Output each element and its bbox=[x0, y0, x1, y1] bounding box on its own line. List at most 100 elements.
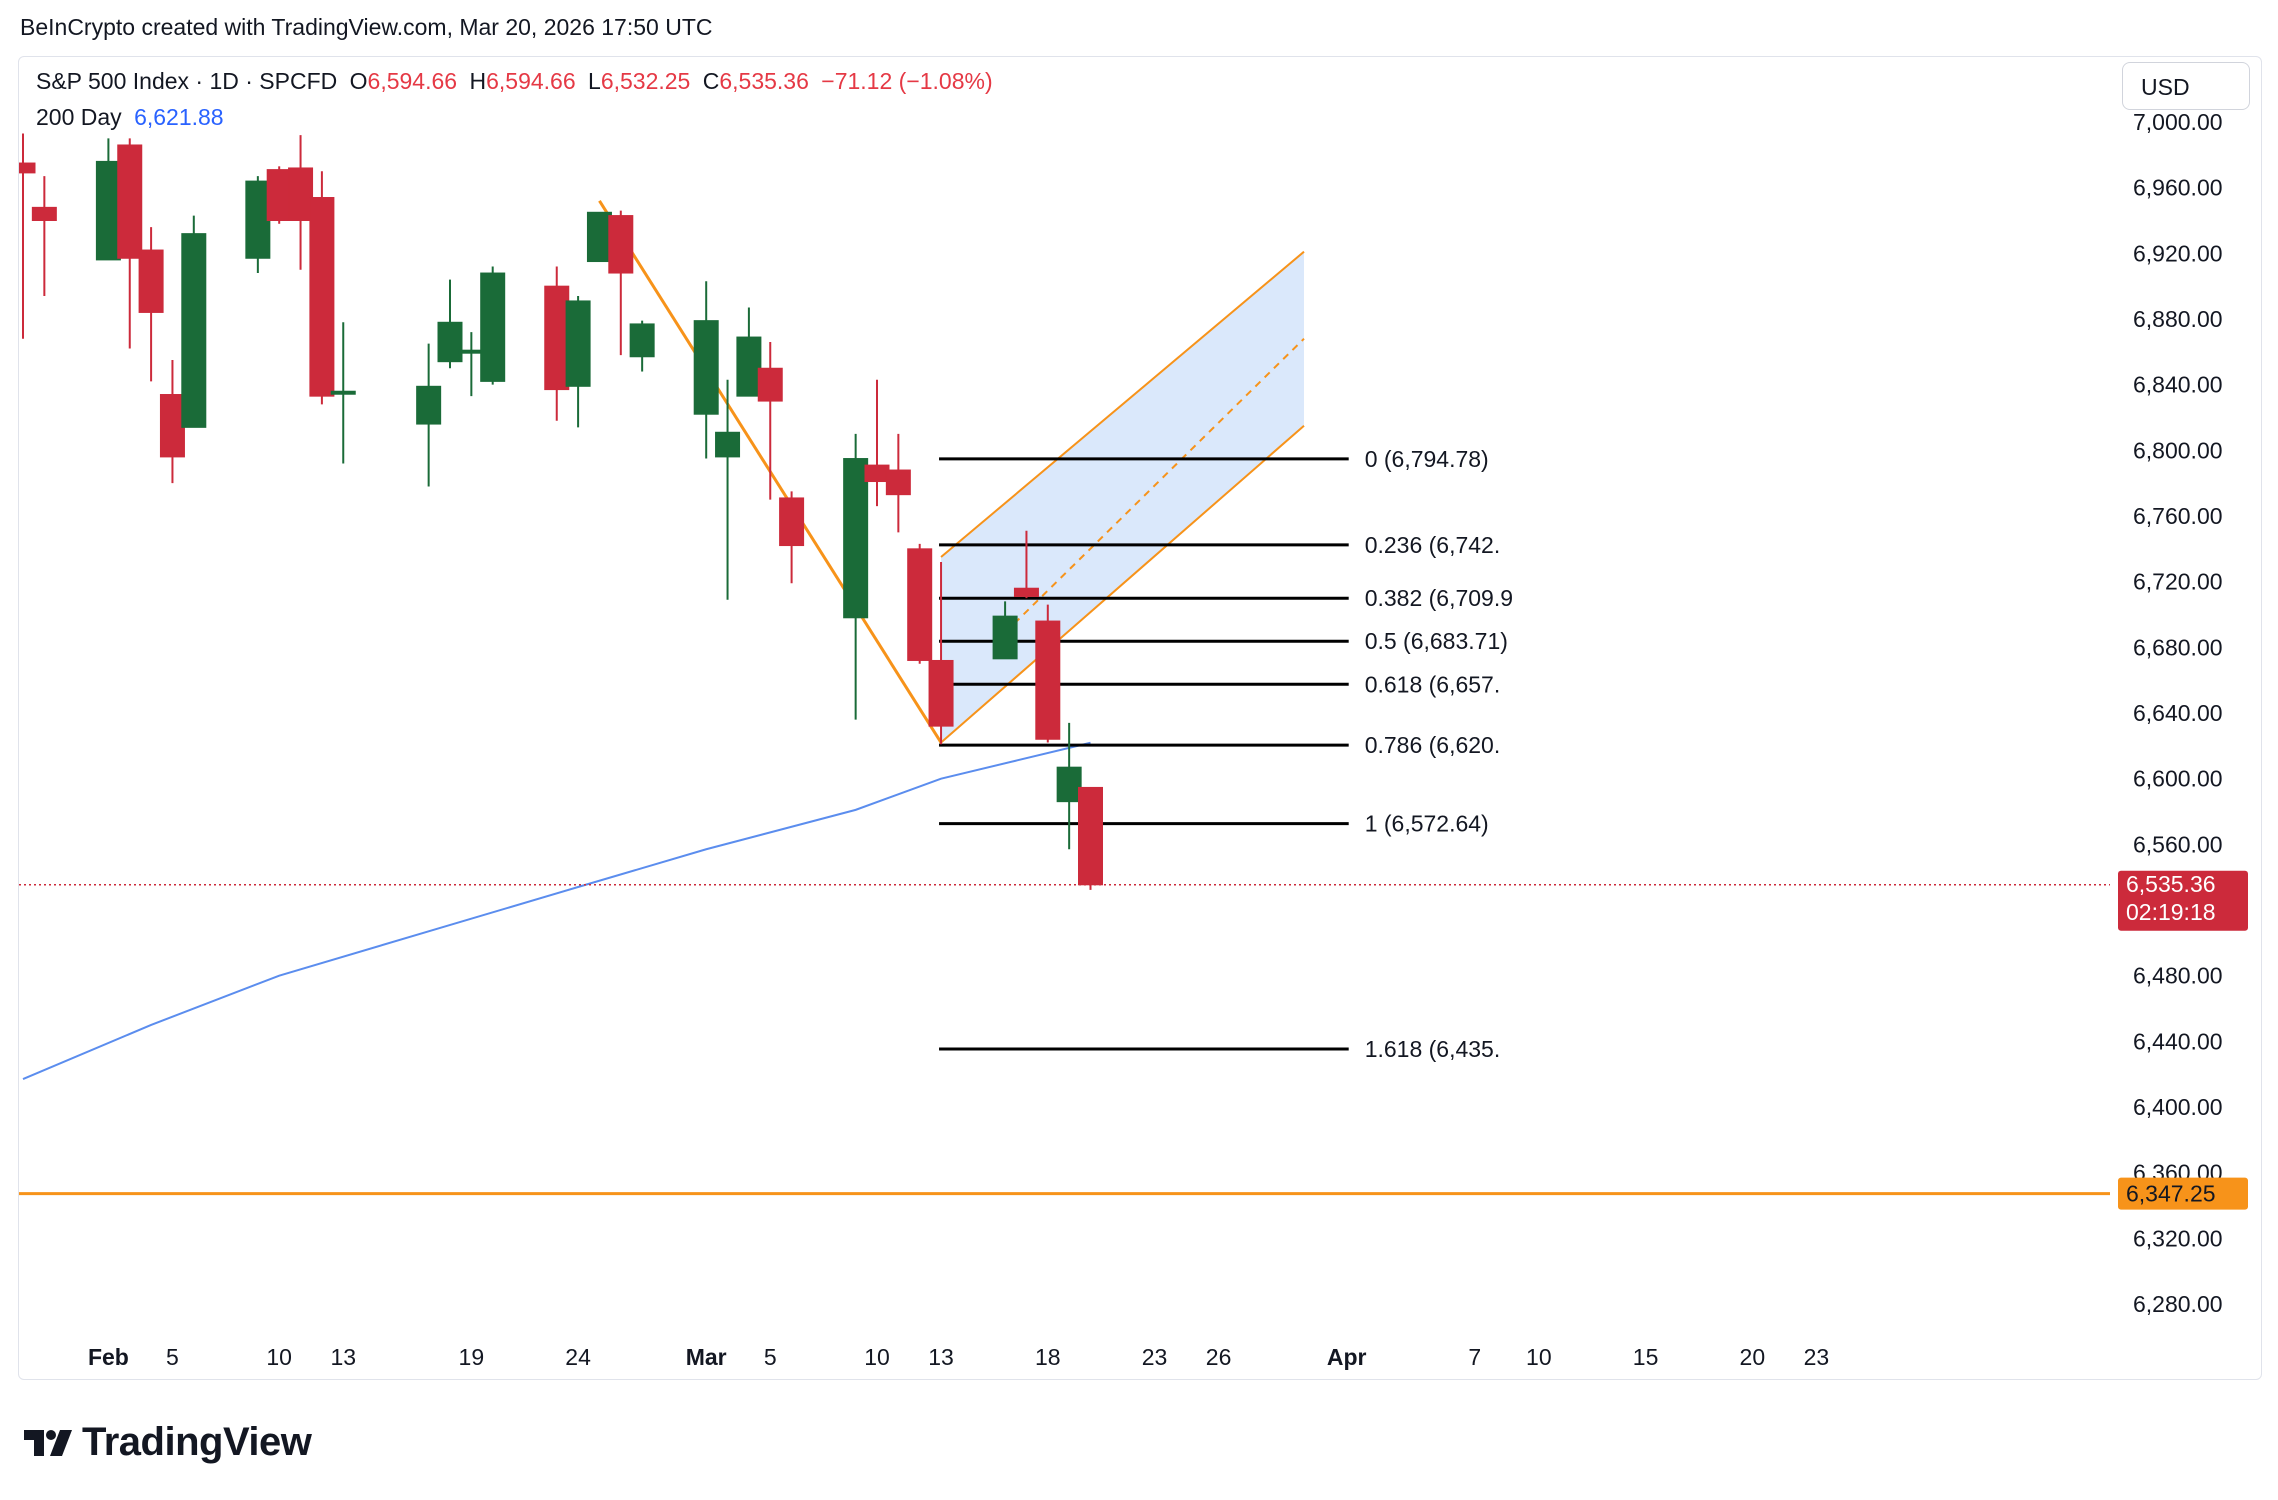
candle-up bbox=[458, 349, 484, 354]
plot-area: 0 (6,794.78) 0.236 (6,742. 0.382 (6,709.9 0… bbox=[19, 133, 2110, 1196]
y-axis-tick-label: 6,760.00 bbox=[2133, 503, 2223, 529]
fib-level-label: 0.382 (6,709.9 bbox=[1365, 585, 1513, 611]
y-axis-tick-label: 6,640.00 bbox=[2133, 700, 2223, 726]
tradingview-logo-icon bbox=[24, 1429, 72, 1456]
attribution-text: BeInCrypto created with TradingView.com,… bbox=[20, 14, 713, 40]
y-axis-tick-label: 6,440.00 bbox=[2133, 1028, 2223, 1054]
candle-up bbox=[586, 211, 612, 263]
channel-fill bbox=[941, 251, 1304, 743]
x-axis-tick-label: 13 bbox=[928, 1344, 954, 1370]
x-axis-tick-label: 10 bbox=[1526, 1344, 1552, 1370]
candle-up bbox=[245, 180, 271, 259]
candle-down bbox=[928, 659, 954, 727]
candle-up bbox=[629, 323, 655, 358]
chart-frame[interactable] bbox=[18, 56, 2262, 1380]
y-axis-tick-label: 6,320.00 bbox=[2133, 1225, 2223, 1251]
channel-lower-line bbox=[940, 424, 1305, 744]
candle-down bbox=[159, 394, 185, 458]
x-axis-tick-label: Mar bbox=[686, 1344, 727, 1370]
y-axis-tick-label: 6,920.00 bbox=[2133, 240, 2223, 266]
candle-up bbox=[992, 615, 1018, 660]
x-axis-tick-label: 10 bbox=[864, 1344, 890, 1370]
candle-up bbox=[565, 300, 591, 387]
candle-down bbox=[19, 162, 36, 174]
candle-down bbox=[1078, 786, 1103, 886]
x-axis-tick-label: 23 bbox=[1142, 1344, 1168, 1370]
candle-up bbox=[693, 320, 719, 415]
y-axis-tick-label: 6,800.00 bbox=[2133, 437, 2223, 463]
x-axis-tick-label: 19 bbox=[459, 1344, 485, 1370]
symbol-label[interactable]: S&P 500 Index · 1D · SPCFD bbox=[36, 68, 338, 94]
close-value: 6,535.36 bbox=[719, 68, 809, 94]
y-axis-tick-label: 7,000.00 bbox=[2133, 109, 2223, 135]
x-axis-tick-label: 10 bbox=[266, 1344, 292, 1370]
x-axis-tick-label: 7 bbox=[1468, 1344, 1481, 1370]
x-axis-tick-label: 5 bbox=[166, 1344, 179, 1370]
y-axis-tick-label: 6,720.00 bbox=[2133, 569, 2223, 595]
ma-200-line bbox=[22, 741, 1091, 1081]
fib-level-label: 0.618 (6,657. bbox=[1365, 671, 1501, 697]
candle-down bbox=[907, 548, 933, 661]
fib-level-label: 0.786 (6,620. bbox=[1365, 732, 1501, 758]
fib-level-label: 0.5 (6,683.71) bbox=[1365, 628, 1508, 654]
tradingview-logo-text: TradingView bbox=[82, 1420, 312, 1464]
last-price-tag bbox=[2118, 870, 2248, 931]
currency-button[interactable]: USD bbox=[2122, 62, 2250, 110]
channel-upper-line bbox=[940, 250, 1305, 558]
x-axis-tick-label: 13 bbox=[330, 1344, 356, 1370]
x-axis-tick-label: 5 bbox=[764, 1344, 777, 1370]
support-level-tag bbox=[2118, 1177, 2248, 1210]
low-label: L bbox=[588, 68, 601, 94]
candle-up bbox=[181, 233, 207, 428]
candle-down bbox=[608, 215, 634, 274]
ma-label[interactable]: 200 Day bbox=[36, 104, 122, 130]
high-value: 6,594.66 bbox=[486, 68, 576, 94]
low-value: 6,532.25 bbox=[600, 68, 691, 94]
candle-up bbox=[437, 321, 463, 363]
candle-up bbox=[736, 336, 762, 397]
candle-down bbox=[288, 167, 314, 221]
ma-legend: 200 Day 6,621.88 bbox=[36, 104, 230, 131]
close-label: C bbox=[702, 68, 720, 94]
candle-down bbox=[31, 206, 57, 222]
x-axis-tick-label: Feb bbox=[88, 1344, 129, 1370]
candle-down bbox=[117, 144, 143, 259]
candle-down bbox=[779, 497, 805, 547]
fib-level-label: 1 (6,572.64) bbox=[1365, 811, 1489, 837]
high-label: H bbox=[469, 68, 487, 94]
channel-mid-line bbox=[1004, 337, 1305, 634]
y-axis-tick-label: 6,280.00 bbox=[2133, 1291, 2223, 1317]
candle-up bbox=[480, 272, 506, 382]
y-axis-tick-label: 6,480.00 bbox=[2133, 963, 2223, 989]
y-axis-tick-label: 6,840.00 bbox=[2133, 372, 2223, 398]
candle-down bbox=[1035, 620, 1061, 740]
fib-level-label: 0 (6,794.78) bbox=[1365, 446, 1489, 472]
fib-level-label: 0.236 (6,742. bbox=[1365, 532, 1501, 558]
y-axis-tick-label: 6,680.00 bbox=[2133, 634, 2223, 660]
candle-down bbox=[864, 464, 890, 483]
open-value: 6,594.66 bbox=[367, 68, 458, 94]
candle-down bbox=[544, 285, 570, 391]
tradingview-logo[interactable]: TradingView bbox=[24, 1420, 312, 1465]
candle-down bbox=[309, 197, 335, 397]
candle-up bbox=[843, 458, 869, 619]
y-axis-tick-label: 6,960.00 bbox=[2133, 175, 2223, 201]
candle-up bbox=[330, 390, 356, 395]
candle-up bbox=[416, 385, 442, 425]
fib-level-label: 1.618 (6,435. bbox=[1365, 1036, 1501, 1062]
candle-up bbox=[95, 160, 121, 261]
last-price-countdown: 02:19:18 bbox=[2126, 899, 2216, 925]
x-axis-tick-label: 15 bbox=[1633, 1344, 1659, 1370]
candle-down bbox=[757, 367, 783, 402]
candle-down bbox=[885, 469, 911, 496]
x-axis-tick-label: 24 bbox=[565, 1344, 591, 1370]
ma-value: 6,621.88 bbox=[134, 104, 224, 130]
y-axis-tick-label: 6,560.00 bbox=[2133, 831, 2223, 857]
change-value: −71.12 (−1.08%) bbox=[821, 68, 993, 94]
candle-down bbox=[1013, 587, 1039, 597]
candle-down bbox=[266, 169, 292, 222]
x-axis-tick-label: 18 bbox=[1035, 1344, 1061, 1370]
y-axis-tick-label: 6,880.00 bbox=[2133, 306, 2223, 332]
x-axis-tick-label: 20 bbox=[1740, 1344, 1766, 1370]
